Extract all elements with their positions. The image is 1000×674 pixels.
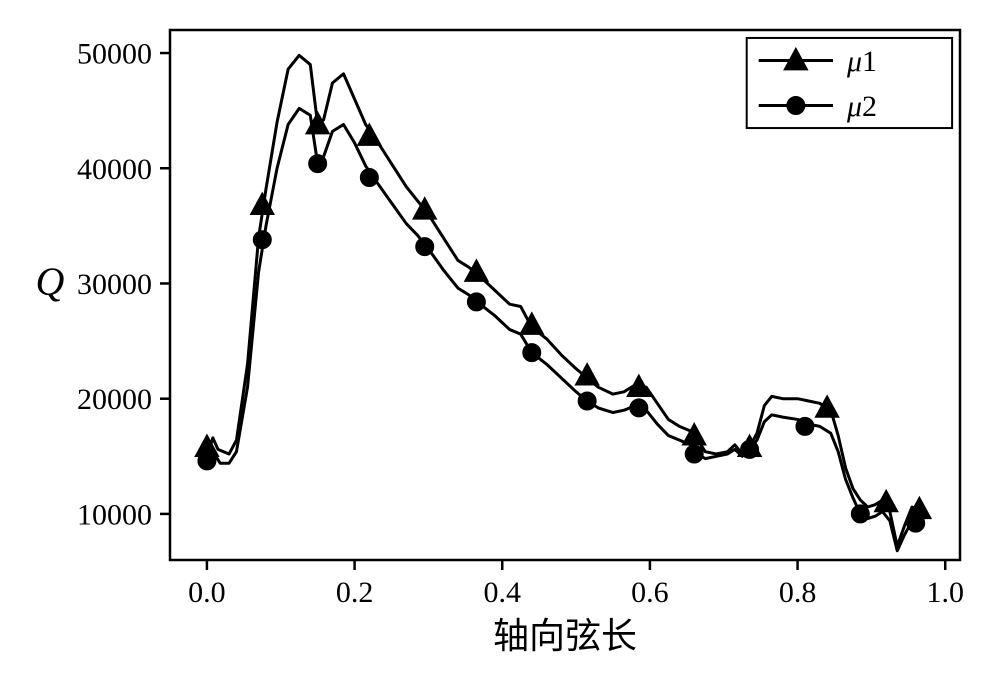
marker-circle: [578, 392, 596, 410]
y-axis-label: Q: [36, 259, 65, 304]
legend: μ1μ2: [747, 38, 952, 128]
y-tick-label: 50000: [77, 38, 152, 71]
marker-circle: [360, 168, 378, 186]
marker-circle: [796, 417, 814, 435]
marker-circle: [630, 399, 648, 417]
marker-circle: [741, 440, 759, 458]
line-chart: 0.0 0.2 0.4 0.6 0.8 1.0 10000 20000 30000 40000 50…: [0, 0, 1000, 674]
legend-label: μ2: [846, 90, 877, 123]
x-tick-label: 0.4: [483, 576, 521, 609]
x-tick-label: 0.6: [631, 576, 669, 609]
x-tick-label: 0.0: [188, 576, 226, 609]
y-tick-label: 40000: [77, 153, 152, 186]
y-tick-label: 10000: [77, 498, 152, 531]
marker-circle: [416, 238, 434, 256]
marker-circle: [523, 344, 541, 362]
y-tick-label: 20000: [77, 383, 152, 416]
marker-circle: [253, 231, 271, 249]
x-tick-label: 1.0: [926, 576, 964, 609]
marker-circle: [467, 293, 485, 311]
marker-circle: [851, 505, 869, 523]
x-axis-label: 轴向弦长: [493, 616, 637, 656]
x-tick-label: 0.8: [779, 576, 817, 609]
marker-circle: [309, 155, 327, 173]
x-tick-label: 0.2: [336, 576, 374, 609]
marker-circle: [787, 97, 805, 115]
y-tick-label: 30000: [77, 268, 152, 301]
legend-label: μ1: [846, 45, 877, 78]
marker-circle: [907, 514, 925, 532]
marker-circle: [198, 452, 216, 470]
marker-circle: [685, 445, 703, 463]
